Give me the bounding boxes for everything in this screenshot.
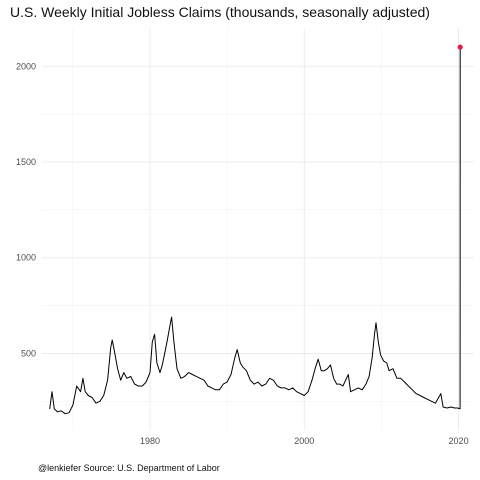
- y-tick-label: 1500: [16, 157, 36, 167]
- y-tick-label: 1000: [16, 253, 36, 263]
- x-tick-label: 2020: [449, 436, 469, 446]
- chart-caption: @lenkiefer Source: U.S. Department of La…: [38, 463, 220, 473]
- x-tick-label: 2000: [294, 436, 314, 446]
- x-tick-label: 1980: [140, 436, 160, 446]
- chart-title: U.S. Weekly Initial Jobless Claims (thou…: [10, 4, 430, 20]
- y-tick-label: 2000: [16, 61, 36, 71]
- series-line: [49, 47, 461, 415]
- highlight-point: [457, 44, 463, 50]
- y-tick-label: 500: [21, 348, 36, 358]
